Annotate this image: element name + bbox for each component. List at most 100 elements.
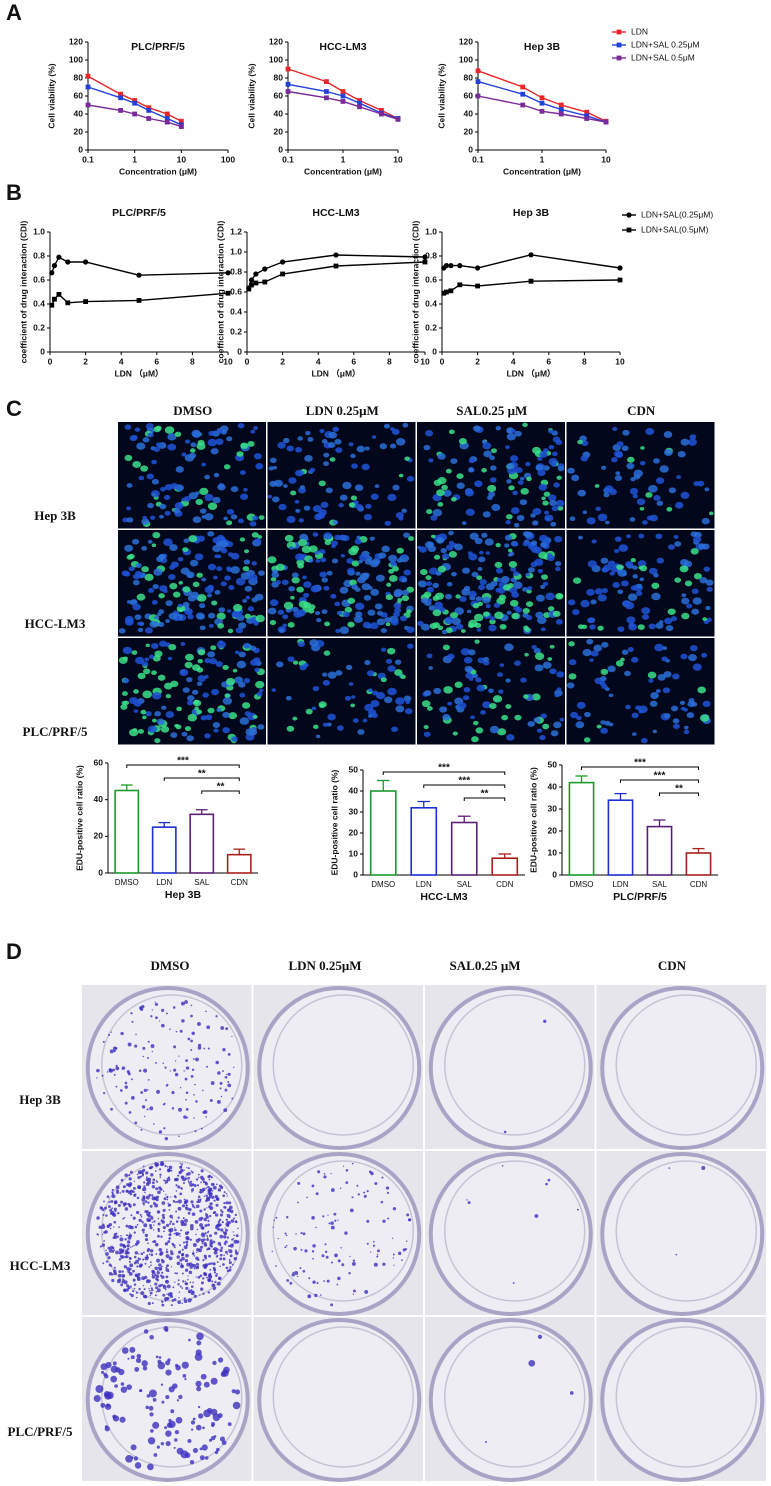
nucleus: [609, 488, 617, 496]
nucleus: [207, 563, 217, 571]
colony: [222, 1257, 226, 1261]
colony: [203, 1047, 206, 1050]
colony: [168, 1237, 171, 1240]
nucleus: [679, 565, 689, 573]
nucleus: [510, 455, 519, 462]
colony: [151, 1185, 156, 1189]
colony: [173, 1232, 176, 1235]
nucleus: [297, 563, 305, 569]
nucleus: [173, 507, 181, 514]
nucleus: [539, 534, 548, 542]
nucleus: [464, 665, 473, 673]
colony: [159, 1187, 163, 1191]
colony: [164, 1136, 169, 1141]
nucleus: [209, 657, 218, 665]
marker: [83, 299, 88, 304]
colony: [113, 1271, 117, 1276]
y-axis-title: Cell viability (%): [46, 63, 56, 128]
nucleus: [674, 541, 682, 547]
colony: [96, 1077, 98, 1079]
colony: [363, 1191, 366, 1194]
nucleus: [151, 543, 157, 548]
colony: [284, 1246, 287, 1249]
colony: [327, 1214, 329, 1216]
nucleus: [255, 614, 265, 623]
nucleus: [140, 709, 147, 715]
colony: [111, 1278, 115, 1283]
colony: [184, 1378, 187, 1381]
marker: [528, 252, 534, 258]
colony: [207, 1219, 210, 1222]
nucleus: [509, 599, 519, 607]
colony: [154, 1170, 157, 1172]
nucleus: [294, 499, 300, 504]
colony: [119, 1243, 124, 1247]
nucleus: [304, 454, 313, 462]
nucleus: [364, 446, 370, 451]
nucleus: [217, 483, 226, 491]
nucleus: [690, 548, 699, 555]
colony: [150, 1044, 155, 1049]
significance-bracket: [201, 790, 240, 794]
nucleus: [425, 430, 434, 437]
nucleus: [705, 579, 714, 586]
nucleus: [603, 492, 610, 498]
nucleus: [355, 611, 363, 618]
colony: [126, 1203, 128, 1205]
nucleus: [370, 588, 380, 596]
marker: [379, 108, 384, 113]
colony: [142, 1196, 146, 1200]
nucleus: [617, 569, 627, 577]
colony: [228, 1244, 231, 1248]
nucleus: [124, 544, 134, 552]
nucleus: [165, 711, 175, 719]
colony: [164, 1164, 167, 1168]
colony: [172, 1006, 176, 1009]
nucleus: [542, 661, 552, 669]
colony: [392, 1207, 397, 1211]
nucleus: [380, 647, 387, 652]
colony: [166, 1166, 169, 1168]
nucleus: [313, 724, 319, 730]
nucleus: [181, 497, 186, 502]
nucleus: [498, 689, 504, 694]
colony: [297, 1201, 299, 1204]
legend-label: LDN+SAL(0.25μM): [641, 209, 713, 219]
y-tick-label: 0: [468, 144, 473, 154]
colony: [144, 1099, 148, 1102]
column-header: CDN: [658, 958, 687, 973]
colony: [293, 1246, 297, 1251]
colony: [176, 1255, 180, 1259]
nucleus: [239, 470, 246, 475]
colony: [408, 1218, 412, 1222]
nucleus: [519, 499, 528, 506]
marker: [136, 272, 142, 278]
nucleus: [680, 438, 690, 446]
nucleus: [182, 601, 190, 608]
y-tick-label: 100: [459, 54, 473, 64]
colony: [324, 1250, 328, 1254]
colony: [183, 1297, 186, 1300]
nucleus: [158, 609, 165, 615]
nucleus: [615, 660, 624, 667]
colony: [144, 1115, 146, 1118]
nucleus: [175, 466, 184, 473]
nucleus: [140, 465, 149, 472]
colony: [130, 1214, 133, 1217]
nucleus: [421, 623, 430, 631]
nucleus: [296, 586, 304, 593]
colony: [192, 1250, 195, 1252]
nucleus: [128, 553, 135, 559]
colony: [366, 1219, 370, 1223]
nucleus: [544, 514, 554, 522]
column-header: SAL0.25 μM: [450, 958, 521, 973]
colony: [216, 1272, 218, 1275]
nucleus: [267, 556, 277, 564]
colony: [168, 1256, 173, 1261]
nucleus: [524, 652, 529, 657]
nucleus: [489, 477, 497, 483]
nucleus: [226, 566, 232, 571]
colony: [200, 1169, 204, 1173]
nucleus: [540, 542, 547, 548]
nucleus: [342, 481, 352, 490]
